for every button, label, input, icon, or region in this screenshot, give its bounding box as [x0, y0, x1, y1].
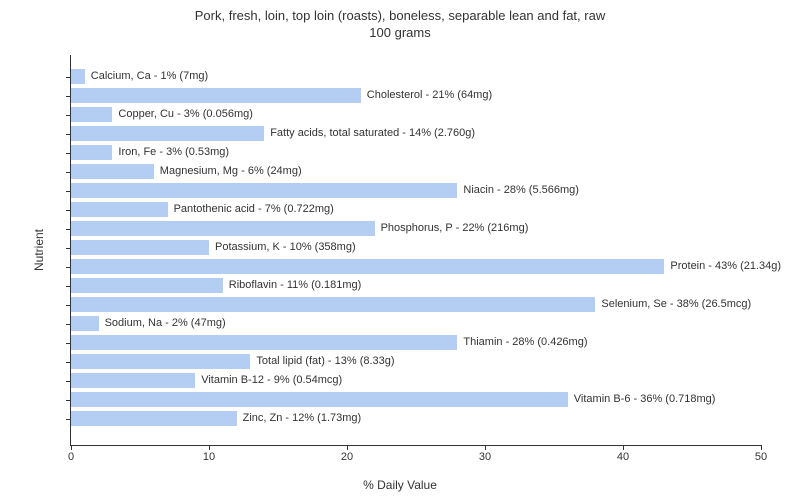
- y-tick-mark: [66, 419, 71, 420]
- x-tick-mark: [761, 445, 762, 450]
- bar-row: Pantothenic acid - 7% (0.722mg): [71, 200, 761, 219]
- chart-title-line1: Pork, fresh, loin, top loin (roasts), bo…: [0, 8, 800, 25]
- bar-label: Thiamin - 28% (0.426mg): [457, 335, 587, 350]
- y-tick-mark: [66, 381, 71, 382]
- bar: [71, 240, 209, 255]
- bar: [71, 392, 568, 407]
- bar-label: Total lipid (fat) - 13% (8.33g): [250, 354, 394, 369]
- bar-label: Niacin - 28% (5.566mg): [457, 183, 579, 198]
- bar: [71, 354, 250, 369]
- bar-label: Vitamin B-12 - 9% (0.54mcg): [195, 373, 342, 388]
- bar-label: Pantothenic acid - 7% (0.722mg): [168, 202, 334, 217]
- bar-row: Riboflavin - 11% (0.181mg): [71, 276, 761, 295]
- bar-row: Iron, Fe - 3% (0.53mg): [71, 143, 761, 162]
- bar: [71, 202, 168, 217]
- bar-label: Sodium, Na - 2% (47mg): [99, 316, 226, 331]
- bar-row: Niacin - 28% (5.566mg): [71, 181, 761, 200]
- bar-row: Potassium, K - 10% (358mg): [71, 238, 761, 257]
- bar-row: Magnesium, Mg - 6% (24mg): [71, 162, 761, 181]
- y-tick-mark: [66, 210, 71, 211]
- bar-label: Selenium, Se - 38% (26.5mcg): [595, 297, 751, 312]
- bar-label: Fatty acids, total saturated - 14% (2.76…: [264, 126, 475, 141]
- y-tick-mark: [66, 77, 71, 78]
- bar: [71, 278, 223, 293]
- bar-row: Zinc, Zn - 12% (1.73mg): [71, 409, 761, 428]
- bar-row: Calcium, Ca - 1% (7mg): [71, 67, 761, 86]
- y-tick-mark: [66, 324, 71, 325]
- y-tick-mark: [66, 191, 71, 192]
- y-tick-mark: [66, 400, 71, 401]
- x-tick-label: 10: [203, 451, 215, 463]
- bar: [71, 88, 361, 103]
- bar: [71, 164, 154, 179]
- y-tick-mark: [66, 134, 71, 135]
- bar: [71, 107, 112, 122]
- bar-label: Zinc, Zn - 12% (1.73mg): [237, 411, 362, 426]
- bar-row: Sodium, Na - 2% (47mg): [71, 314, 761, 333]
- chart-title: Pork, fresh, loin, top loin (roasts), bo…: [0, 0, 800, 42]
- bar-row: Cholesterol - 21% (64mg): [71, 86, 761, 105]
- x-tick-label: 0: [68, 451, 74, 463]
- bar: [71, 69, 85, 84]
- bar-label: Copper, Cu - 3% (0.056mg): [112, 107, 253, 122]
- x-tick-label: 40: [617, 451, 629, 463]
- bar-row: Copper, Cu - 3% (0.056mg): [71, 105, 761, 124]
- x-tick-label: 50: [755, 451, 767, 463]
- bar-label: Cholesterol - 21% (64mg): [361, 88, 492, 103]
- bar-label: Protein - 43% (21.34g): [664, 259, 781, 274]
- bar: [71, 145, 112, 160]
- bar-row: Selenium, Se - 38% (26.5mcg): [71, 295, 761, 314]
- bar-label: Iron, Fe - 3% (0.53mg): [112, 145, 229, 160]
- y-tick-mark: [66, 115, 71, 116]
- bar: [71, 297, 595, 312]
- y-tick-mark: [66, 153, 71, 154]
- bar-row: Total lipid (fat) - 13% (8.33g): [71, 352, 761, 371]
- bar-row: Protein - 43% (21.34g): [71, 257, 761, 276]
- bar: [71, 316, 99, 331]
- nutrient-chart: Pork, fresh, loin, top loin (roasts), bo…: [0, 0, 800, 500]
- bar: [71, 259, 664, 274]
- bars-container: Calcium, Ca - 1% (7mg) Cholesterol - 21% …: [71, 55, 761, 445]
- y-tick-mark: [66, 362, 71, 363]
- bar: [71, 411, 237, 426]
- bar-label: Riboflavin - 11% (0.181mg): [223, 278, 361, 293]
- y-tick-mark: [66, 305, 71, 306]
- bar-row: Phosphorus, P - 22% (216mg): [71, 219, 761, 238]
- bar: [71, 373, 195, 388]
- y-tick-mark: [66, 229, 71, 230]
- y-tick-mark: [66, 267, 71, 268]
- bar: [71, 221, 375, 236]
- bar: [71, 335, 457, 350]
- bar-label: Phosphorus, P - 22% (216mg): [375, 221, 529, 236]
- bar-label: Vitamin B-6 - 36% (0.718mg): [568, 392, 716, 407]
- x-tick-label: 20: [341, 451, 353, 463]
- bar-row: Thiamin - 28% (0.426mg): [71, 333, 761, 352]
- x-tick-mark: [485, 445, 486, 450]
- bar-label: Calcium, Ca - 1% (7mg): [85, 69, 208, 84]
- y-tick-mark: [66, 248, 71, 249]
- plot-area: Calcium, Ca - 1% (7mg) Cholesterol - 21% …: [70, 55, 761, 446]
- bar-label: Potassium, K - 10% (358mg): [209, 240, 356, 255]
- x-tick-mark: [347, 445, 348, 450]
- y-tick-mark: [66, 172, 71, 173]
- x-tick-label: 30: [479, 451, 491, 463]
- bar: [71, 183, 457, 198]
- bar-row: Vitamin B-12 - 9% (0.54mcg): [71, 371, 761, 390]
- x-axis-label: % Daily Value: [363, 478, 437, 492]
- y-tick-mark: [66, 96, 71, 97]
- x-tick-mark: [623, 445, 624, 450]
- x-tick-mark: [209, 445, 210, 450]
- bar-label: Magnesium, Mg - 6% (24mg): [154, 164, 302, 179]
- y-tick-mark: [66, 286, 71, 287]
- bar-row: Vitamin B-6 - 36% (0.718mg): [71, 390, 761, 409]
- y-tick-mark: [66, 343, 71, 344]
- chart-title-line2: 100 grams: [0, 25, 800, 42]
- y-axis-label: Nutrient: [32, 229, 46, 271]
- x-tick-mark: [71, 445, 72, 450]
- bar-row: Fatty acids, total saturated - 14% (2.76…: [71, 124, 761, 143]
- bar: [71, 126, 264, 141]
